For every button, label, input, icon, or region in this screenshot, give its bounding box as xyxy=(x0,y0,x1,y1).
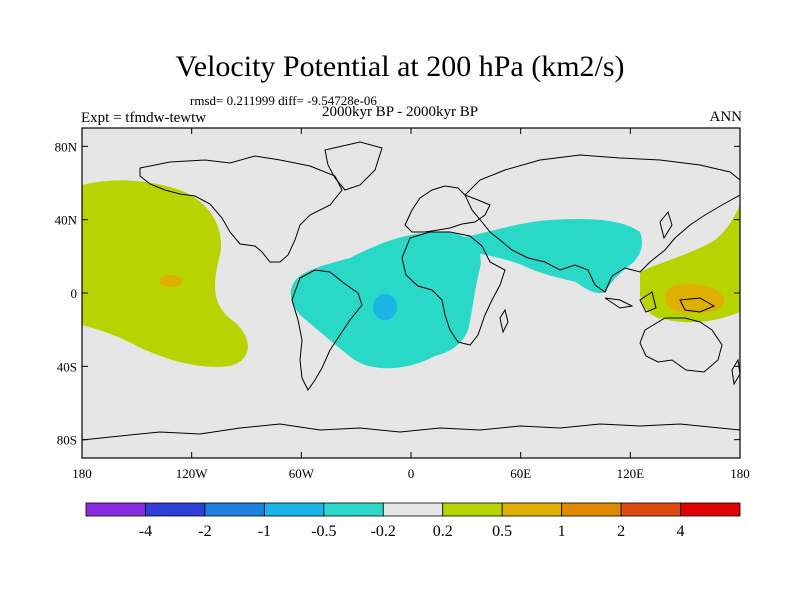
colorbar-label: 4 xyxy=(677,523,685,540)
coastlines xyxy=(82,141,740,441)
colorbar-swatch xyxy=(263,502,325,517)
colorbar-swatch xyxy=(85,502,146,517)
lon-tick-label: 60E xyxy=(510,466,531,481)
lat-tick-label: 40S xyxy=(57,359,77,374)
colorbar-label: -0.2 xyxy=(371,523,396,540)
lon-tick-label: 180 xyxy=(730,466,750,481)
colorbar-swatch xyxy=(145,502,206,517)
colorbar-swatch xyxy=(501,502,563,517)
stats-text: rmsd= 0.211999 diff= -9.54728e-06 xyxy=(190,93,377,108)
period-label: 2000kyr BP - 2000kyr BP xyxy=(321,104,479,120)
plot-title: Velocity Potential at 200 hPa (km2/s) xyxy=(175,50,625,83)
colorbar-swatch xyxy=(323,502,384,517)
colorbar-swatch xyxy=(680,502,741,517)
colorbar-label: -0.5 xyxy=(311,523,336,540)
colorbar-swatch xyxy=(442,502,503,517)
colorbar-label: -1 xyxy=(258,523,271,540)
lat-tick-label: 40N xyxy=(55,213,78,228)
colorbar-label: 0.2 xyxy=(433,523,453,540)
colorbar-label: 2 xyxy=(617,523,625,540)
lat-tick-label: 0 xyxy=(71,286,78,301)
region-central-pacific-max xyxy=(159,275,183,287)
colorbar-swatch xyxy=(620,502,681,517)
colorbar-label: 1 xyxy=(558,523,566,540)
lon-tick-label: 180 xyxy=(72,466,92,481)
region-asia-negative xyxy=(459,219,642,294)
season-label: ANN xyxy=(709,109,743,125)
lat-tick-label: 80N xyxy=(55,139,78,154)
lon-tick-label: 120W xyxy=(176,466,209,481)
lon-tick-label: 0 xyxy=(408,466,415,481)
colorbar-swatch xyxy=(204,502,265,517)
lon-tick-label: 60W xyxy=(289,466,315,481)
lat-tick-label: 80S xyxy=(57,433,77,448)
colorbar-swatch xyxy=(382,502,444,517)
colorbar: -4 -2 -1 -0.5 -0.2 0.2 0.5 1 2 4 xyxy=(85,502,741,540)
colorbar-swatch xyxy=(561,502,622,517)
axis-ticks: 180 120W 60W 0 60E 120E 180 80N 40N 0 40S 80S xyxy=(55,128,750,481)
colorbar-label: -2 xyxy=(198,523,211,540)
lon-tick-label: 120E xyxy=(617,466,645,481)
experiment-label: Expt = tfmdw-tewtw xyxy=(81,110,207,126)
colorbar-label: 0.5 xyxy=(492,523,512,540)
region-north-pacific-positive xyxy=(82,180,248,367)
region-south-atlantic-min xyxy=(373,294,397,320)
colorbar-label: -4 xyxy=(139,523,152,540)
